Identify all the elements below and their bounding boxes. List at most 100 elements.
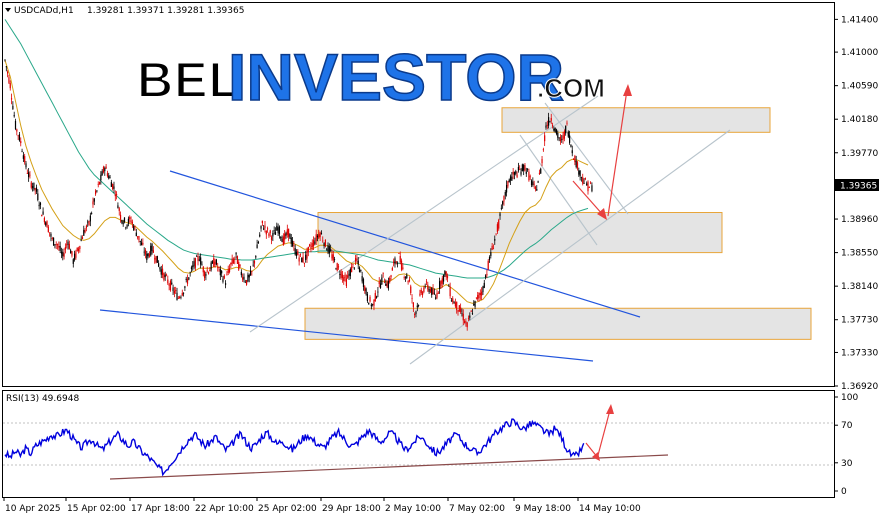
candle-body bbox=[223, 275, 225, 279]
candle-body bbox=[66, 244, 68, 246]
rsi-tick-label: 0 bbox=[841, 487, 847, 497]
candle-body bbox=[484, 275, 487, 278]
time-tick-label: 17 Apr 18:00 bbox=[131, 504, 190, 514]
candle-body bbox=[13, 115, 15, 117]
price-tick-label: 1.38550 bbox=[841, 249, 878, 259]
candle-body bbox=[45, 222, 47, 226]
dropdown-triangle-icon[interactable] bbox=[5, 8, 11, 12]
candle-body bbox=[449, 286, 451, 297]
candle-body bbox=[310, 246, 312, 249]
candle-body bbox=[517, 166, 520, 171]
candle-body bbox=[118, 208, 120, 211]
candle-body bbox=[586, 183, 588, 186]
candle-body bbox=[436, 293, 438, 298]
zone-rect bbox=[304, 307, 812, 340]
rsi-label: RSI(13) 49.6948 bbox=[6, 394, 79, 404]
candle-body bbox=[26, 173, 28, 174]
candle-body bbox=[108, 175, 110, 179]
candle-body bbox=[68, 243, 70, 249]
candle-body bbox=[186, 278, 189, 284]
candle-body bbox=[81, 237, 84, 239]
candle-body bbox=[579, 170, 581, 177]
candle-body bbox=[58, 245, 60, 248]
candle-body bbox=[410, 286, 412, 294]
candle-body bbox=[495, 233, 497, 235]
candle-body bbox=[366, 294, 369, 302]
candle-body bbox=[541, 158, 543, 164]
candle-body bbox=[362, 279, 365, 287]
candle-body bbox=[481, 291, 483, 296]
candle-body bbox=[270, 236, 273, 240]
candle-body bbox=[277, 227, 279, 233]
candle-body bbox=[369, 296, 371, 302]
candle-body bbox=[203, 271, 206, 278]
candle-body bbox=[554, 127, 556, 133]
candle-body bbox=[462, 313, 464, 321]
candle-body bbox=[291, 240, 294, 246]
candle-body bbox=[375, 296, 378, 298]
candle-body bbox=[147, 253, 149, 257]
candle-body bbox=[483, 282, 485, 288]
candle-body bbox=[21, 150, 23, 152]
candle-body bbox=[116, 193, 118, 195]
candle-body bbox=[169, 280, 172, 291]
candle-body bbox=[246, 280, 248, 285]
candle-body bbox=[155, 256, 157, 263]
candle-body bbox=[330, 249, 332, 251]
candle-body bbox=[243, 276, 245, 280]
candle-body bbox=[521, 164, 523, 172]
candle-body bbox=[56, 244, 59, 246]
candle-body bbox=[194, 258, 196, 268]
candle-body bbox=[519, 169, 521, 171]
candle-body bbox=[354, 258, 357, 262]
candle-body bbox=[470, 311, 472, 313]
price-tick-label: 1.40180 bbox=[841, 115, 878, 125]
candle-body bbox=[159, 267, 161, 270]
candle-body bbox=[60, 251, 63, 254]
candle-body bbox=[591, 185, 593, 192]
candle-body bbox=[318, 234, 320, 238]
candle-body bbox=[272, 233, 274, 237]
candle-body bbox=[492, 248, 495, 250]
candle-body bbox=[404, 277, 407, 279]
candle-body bbox=[454, 302, 456, 307]
candle-body bbox=[555, 129, 558, 134]
candle-body bbox=[253, 260, 256, 264]
candle-body bbox=[352, 264, 354, 265]
candle-body bbox=[211, 261, 214, 264]
candle-body bbox=[95, 190, 97, 195]
candle-body bbox=[402, 267, 404, 269]
candle-body bbox=[264, 225, 266, 229]
price-tick-label: 1.38960 bbox=[841, 215, 878, 225]
rsi-trendline bbox=[109, 454, 669, 480]
candle-body bbox=[200, 257, 202, 265]
candle-body bbox=[319, 232, 321, 237]
candle-body bbox=[563, 131, 565, 139]
candle-body bbox=[163, 273, 165, 280]
candle-body bbox=[559, 136, 562, 142]
candle-body bbox=[12, 105, 14, 110]
candle-body bbox=[22, 155, 24, 159]
candle-body bbox=[158, 263, 160, 267]
candle-body bbox=[130, 220, 132, 223]
candle-body bbox=[49, 232, 51, 234]
candle-body bbox=[89, 215, 91, 222]
candle-body bbox=[570, 144, 572, 147]
candle-body bbox=[378, 281, 380, 284]
price-axis: 1.41400 1.41000 1.40590 1.40180 1.39770 1.389… bbox=[834, 15, 878, 392]
candle-body bbox=[41, 214, 43, 217]
candle-body bbox=[144, 250, 147, 255]
candle-body bbox=[442, 274, 445, 282]
candle-body bbox=[487, 260, 489, 270]
candle-body bbox=[571, 150, 573, 154]
candle-body bbox=[248, 274, 250, 278]
candle-body bbox=[227, 269, 229, 274]
candle-body bbox=[79, 246, 81, 250]
candle-body bbox=[398, 253, 400, 254]
candle-body bbox=[460, 307, 462, 313]
candle-body bbox=[332, 254, 334, 261]
candle-body bbox=[73, 253, 76, 260]
candle-body bbox=[10, 98, 13, 100]
candle-body bbox=[395, 261, 397, 263]
candle-body bbox=[513, 172, 516, 175]
